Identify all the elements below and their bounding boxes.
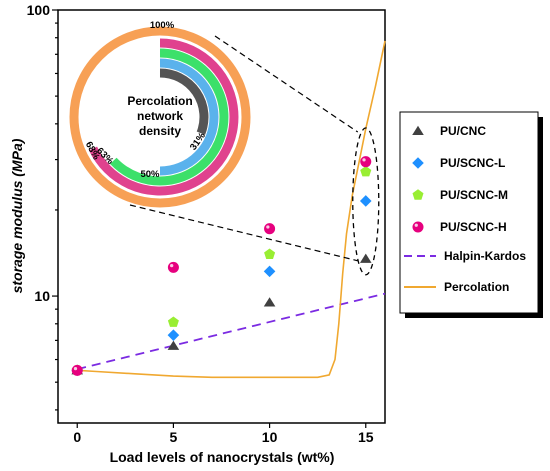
- ring-percent-label: 50%: [140, 169, 160, 180]
- legend-marker: [412, 189, 424, 200]
- plot-frame: [57, 9, 386, 424]
- pu-scnc-h-point-highlight: [73, 366, 78, 371]
- legend-box: [399, 111, 539, 314]
- legend-label: PU/CNC: [440, 124, 486, 138]
- zoom-connector-top: [214, 35, 359, 133]
- legend: PU/CNC PU/SCNC-L PU/SCNC-M PU/SCNC-H Halpin-…: [404, 124, 526, 294]
- halpin-kardos-line: [76, 292, 386, 371]
- legend-label: PU/SCNC-H: [440, 220, 507, 234]
- x-axis-title: Load levels of nanocrystals (wt%): [110, 449, 335, 465]
- pu-scnc-l-point: [359, 195, 372, 207]
- pu-cnc-point: [359, 253, 372, 263]
- legend-marker: [412, 125, 424, 136]
- pu-scnc-h-point: [167, 261, 179, 273]
- donut-ring: [159, 68, 209, 135]
- pu-cnc-point: [167, 340, 180, 350]
- highlight-ellipse: [352, 127, 380, 276]
- x-tick-label: 5: [170, 429, 178, 445]
- pu-scnc-h-point: [360, 156, 372, 168]
- donut-ring: [88, 38, 239, 196]
- axis-ticks: 0 5 10 15 10 100: [27, 2, 374, 445]
- pu-scnc-h-point: [71, 364, 83, 376]
- pu-scnc-l-point: [263, 265, 276, 278]
- donut-title-line: network: [137, 109, 183, 123]
- pu-scnc-h-point-highlight: [362, 158, 366, 162]
- y-tick-label: 10: [34, 288, 50, 304]
- legend-label: PU/SCNC-L: [440, 156, 505, 170]
- legend-marker: [412, 157, 424, 169]
- percolation-line: [77, 40, 386, 379]
- legend-marker-highlight: [414, 223, 418, 227]
- pu-scnc-m-point: [360, 166, 372, 177]
- donut-ring: [69, 26, 251, 208]
- legend-label: PU/SCNC-M: [440, 188, 508, 202]
- y-tick-label: 100: [27, 2, 51, 18]
- ring-percent-label: 100%: [150, 20, 175, 31]
- pu-scnc-l-point: [167, 329, 180, 341]
- x-tick-label: 15: [358, 429, 374, 445]
- y-axis-title: storage modulus (MPa): [9, 138, 25, 293]
- pu-scnc-h-point: [264, 223, 276, 235]
- donut-inset: 100%68%63%50%31%Percolationnetworkdensit…: [69, 20, 359, 262]
- donut-ring: [110, 48, 229, 186]
- donut-title-line: Percolation: [127, 94, 192, 108]
- legend-label: Halpin-Kardos: [444, 249, 526, 263]
- plot-content: [71, 40, 386, 379]
- x-tick-label: 0: [73, 429, 81, 445]
- donut-ring: [159, 58, 219, 176]
- pu-cnc-point: [263, 297, 276, 307]
- legend-marker: [412, 221, 424, 233]
- zoom-connector-bottom: [129, 204, 358, 262]
- pu-scnc-h-point-highlight: [266, 225, 270, 229]
- pu-scnc-m-point: [264, 248, 276, 259]
- pu-scnc-m-point: [167, 316, 179, 327]
- donut-title-line: density: [139, 124, 181, 138]
- pu-scnc-h-point-highlight: [170, 263, 174, 268]
- x-tick-label: 10: [262, 429, 278, 445]
- legend-label: Percolation: [444, 280, 509, 294]
